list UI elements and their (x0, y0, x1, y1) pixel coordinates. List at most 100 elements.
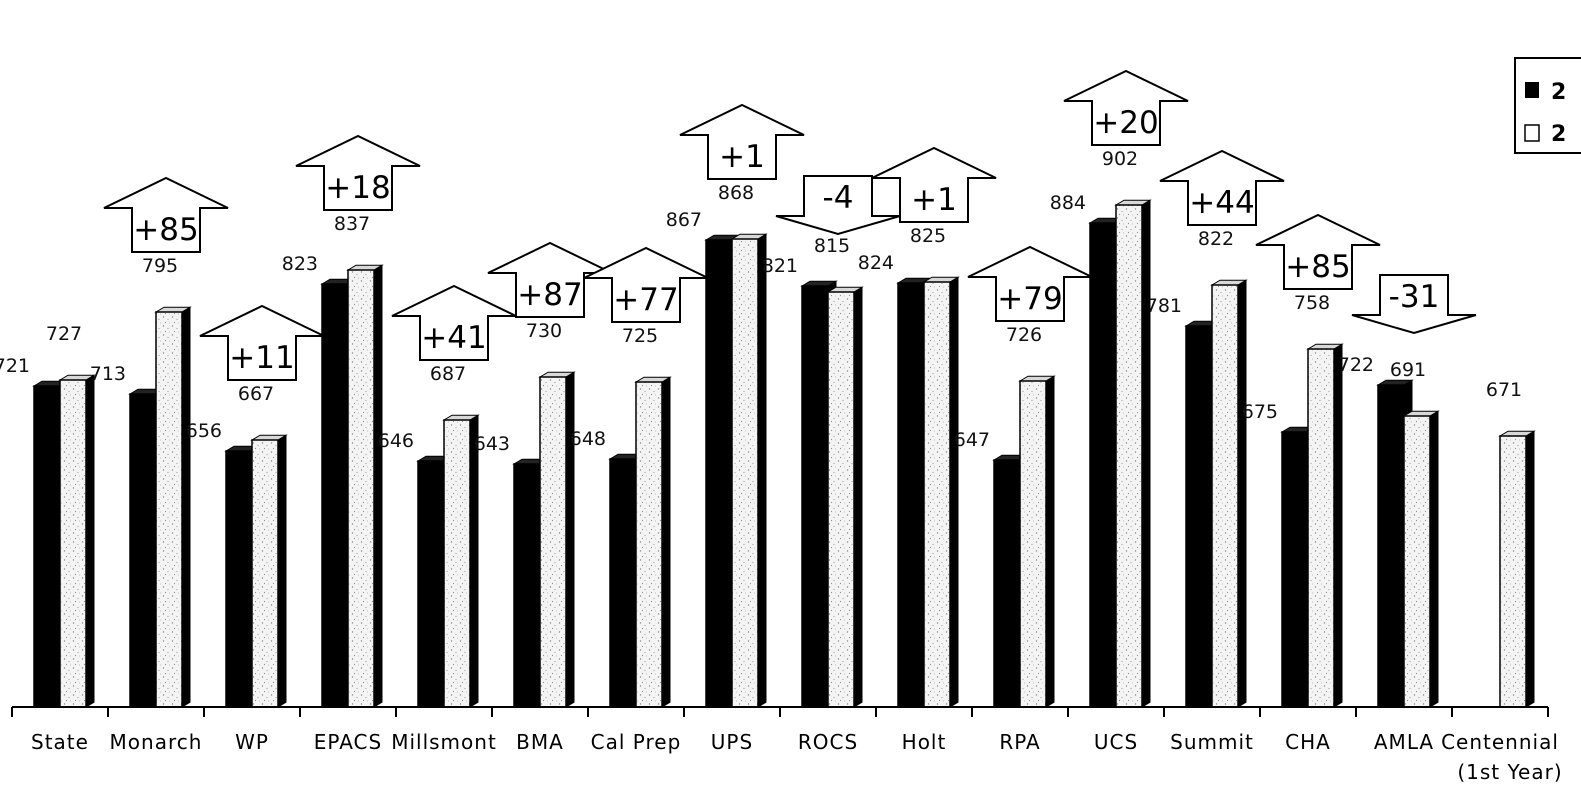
value-label-series1-state: 721 (0, 355, 30, 377)
bars-layer (32, 199, 1536, 708)
value-label-series2-ucs: 902 (1102, 148, 1138, 170)
category-label-summit: Summit (1170, 730, 1254, 754)
category-label-millsmont: Millsmont (391, 730, 497, 754)
change-arrow-bma: +87 (487, 241, 613, 318)
value-label-series2-centennial: 671 (1486, 379, 1522, 401)
change-arrow-ucs: +20 (1063, 69, 1189, 146)
category-label-bma: BMA (516, 730, 564, 754)
category-label-cal-prep: Cal Prep (591, 730, 682, 754)
value-label-series1-rpa: 647 (954, 429, 990, 451)
value-label-series2-wp: 667 (238, 383, 274, 405)
change-label-rocs: -4 (823, 180, 854, 216)
category-label-holt: Holt (902, 730, 947, 754)
category-sublabel-centennial: (1st Year) (1457, 760, 1562, 784)
value-label-series2-rocs: 815 (814, 235, 850, 257)
change-label-cal-prep: +77 (613, 282, 678, 318)
value-label-series1-millsmont: 646 (378, 430, 414, 452)
category-label-amla: AMLA (1374, 730, 1434, 754)
change-arrow-epacs: +18 (295, 134, 421, 211)
bar-series2-millsmont (442, 414, 480, 708)
bar-series2-ucs (1114, 199, 1152, 708)
value-label-series2-cha: 758 (1294, 292, 1330, 314)
value-label-series1-wp: 656 (186, 420, 222, 442)
bar-series2-centennial (1498, 430, 1536, 708)
change-label-cha: +85 (1285, 249, 1350, 285)
value-label-series1-monarch: 713 (90, 363, 126, 385)
category-label-rpa: RPA (999, 730, 1040, 754)
change-arrow-rocs: -4 (775, 175, 901, 236)
value-label-series2-amla: 691 (1390, 359, 1426, 381)
bar-series2-monarch (154, 306, 192, 708)
change-label-summit: +44 (1189, 185, 1254, 221)
bar-series2-cal-prep (634, 376, 672, 708)
change-arrow-ups: +1 (679, 103, 805, 180)
change-arrow-monarch: +85 (103, 176, 229, 253)
bar-series2-epacs (346, 264, 384, 708)
change-arrow-cal-prep: +77 (583, 246, 709, 323)
bar-series2-rpa (1018, 375, 1056, 708)
value-label-series2-ups: 868 (718, 182, 754, 204)
value-label-series1-amla: 722 (1338, 354, 1374, 376)
change-label-ucs: +20 (1093, 105, 1158, 141)
value-label-series2-cal-prep: 725 (622, 325, 658, 347)
value-label-series1-rocs: 821 (762, 255, 798, 277)
value-label-series1-holt: 824 (858, 252, 894, 274)
change-arrow-summit: +44 (1159, 149, 1285, 226)
value-label-series2-epacs: 837 (334, 213, 370, 235)
category-label-ucs: UCS (1094, 730, 1138, 754)
change-arrow-cha: +85 (1255, 213, 1381, 290)
change-label-epacs: +18 (325, 170, 390, 206)
value-label-series1-ups: 867 (666, 209, 702, 231)
change-label-monarch: +85 (133, 212, 198, 248)
bar-series2-cha (1306, 343, 1344, 708)
category-label-rocs: ROCS (798, 730, 858, 754)
bar-series2-ups (730, 233, 768, 708)
change-arrow-wp: +11 (199, 304, 325, 381)
change-arrows: +85 +11 +18 +41 +87 +77 +1 -4 +1 +79 +20 +44 +85 -31 (103, 69, 1477, 381)
value-label-series1-cal-prep: 648 (570, 428, 606, 450)
value-label-series1-cha: 675 (1242, 401, 1278, 423)
value-label-series2-summit: 822 (1198, 228, 1234, 250)
bar-series2-bma (538, 371, 576, 708)
bar-series1-rocs (800, 280, 838, 708)
legend-swatch-series-2 (1524, 124, 1540, 142)
legend: 2 2 (1514, 57, 1581, 154)
value-labels: 721 727 713 795 656 667 823 837 646 687 643 730 648 7… (0, 148, 1522, 455)
change-arrow-holt: +1 (871, 146, 997, 223)
change-label-bma: +87 (517, 277, 582, 313)
change-arrow-amla: -31 (1351, 274, 1477, 335)
legend-label-series-2: 2 (1551, 122, 1566, 147)
category-label-state: State (31, 730, 89, 754)
bar-series2-summit (1210, 279, 1248, 708)
category-label-wp: WP (235, 730, 269, 754)
category-label-centennial: Centennial (1441, 730, 1559, 754)
bar-series2-amla (1402, 410, 1440, 708)
value-label-series2-bma: 730 (526, 320, 562, 342)
change-label-rpa: +79 (997, 281, 1062, 317)
x-axis: State Monarch WP EPACS Millsmont BMA Cal Prep U… (11, 706, 1562, 784)
value-label-series2-state: 727 (46, 323, 82, 345)
change-label-amla: -31 (1389, 279, 1440, 315)
bar-series2-state (58, 374, 96, 708)
bar-series2-wp (250, 434, 288, 708)
change-arrow-millsmont: +41 (391, 284, 517, 361)
value-label-series1-summit: 781 (1146, 295, 1182, 317)
value-label-series1-epacs: 823 (282, 253, 318, 275)
category-label-monarch: Monarch (110, 730, 203, 754)
change-label-ups: +1 (719, 139, 765, 175)
change-label-millsmont: +41 (421, 320, 486, 356)
value-label-series2-holt: 825 (910, 225, 946, 247)
legend-swatch-series-1 (1525, 82, 1539, 98)
category-label-ups: UPS (711, 730, 753, 754)
value-label-series2-rpa: 726 (1006, 324, 1042, 346)
category-label-cha: CHA (1285, 730, 1331, 754)
value-label-series2-monarch: 795 (142, 255, 178, 277)
category-label-epacs: EPACS (314, 730, 382, 754)
legend-label-series-1: 2 (1551, 80, 1566, 105)
change-label-wp: +11 (229, 340, 294, 376)
value-label-series2-millsmont: 687 (430, 363, 466, 385)
value-label-series1-ucs: 884 (1050, 192, 1086, 214)
change-label-holt: +1 (911, 182, 957, 218)
change-arrow-rpa: +79 (967, 245, 1093, 322)
